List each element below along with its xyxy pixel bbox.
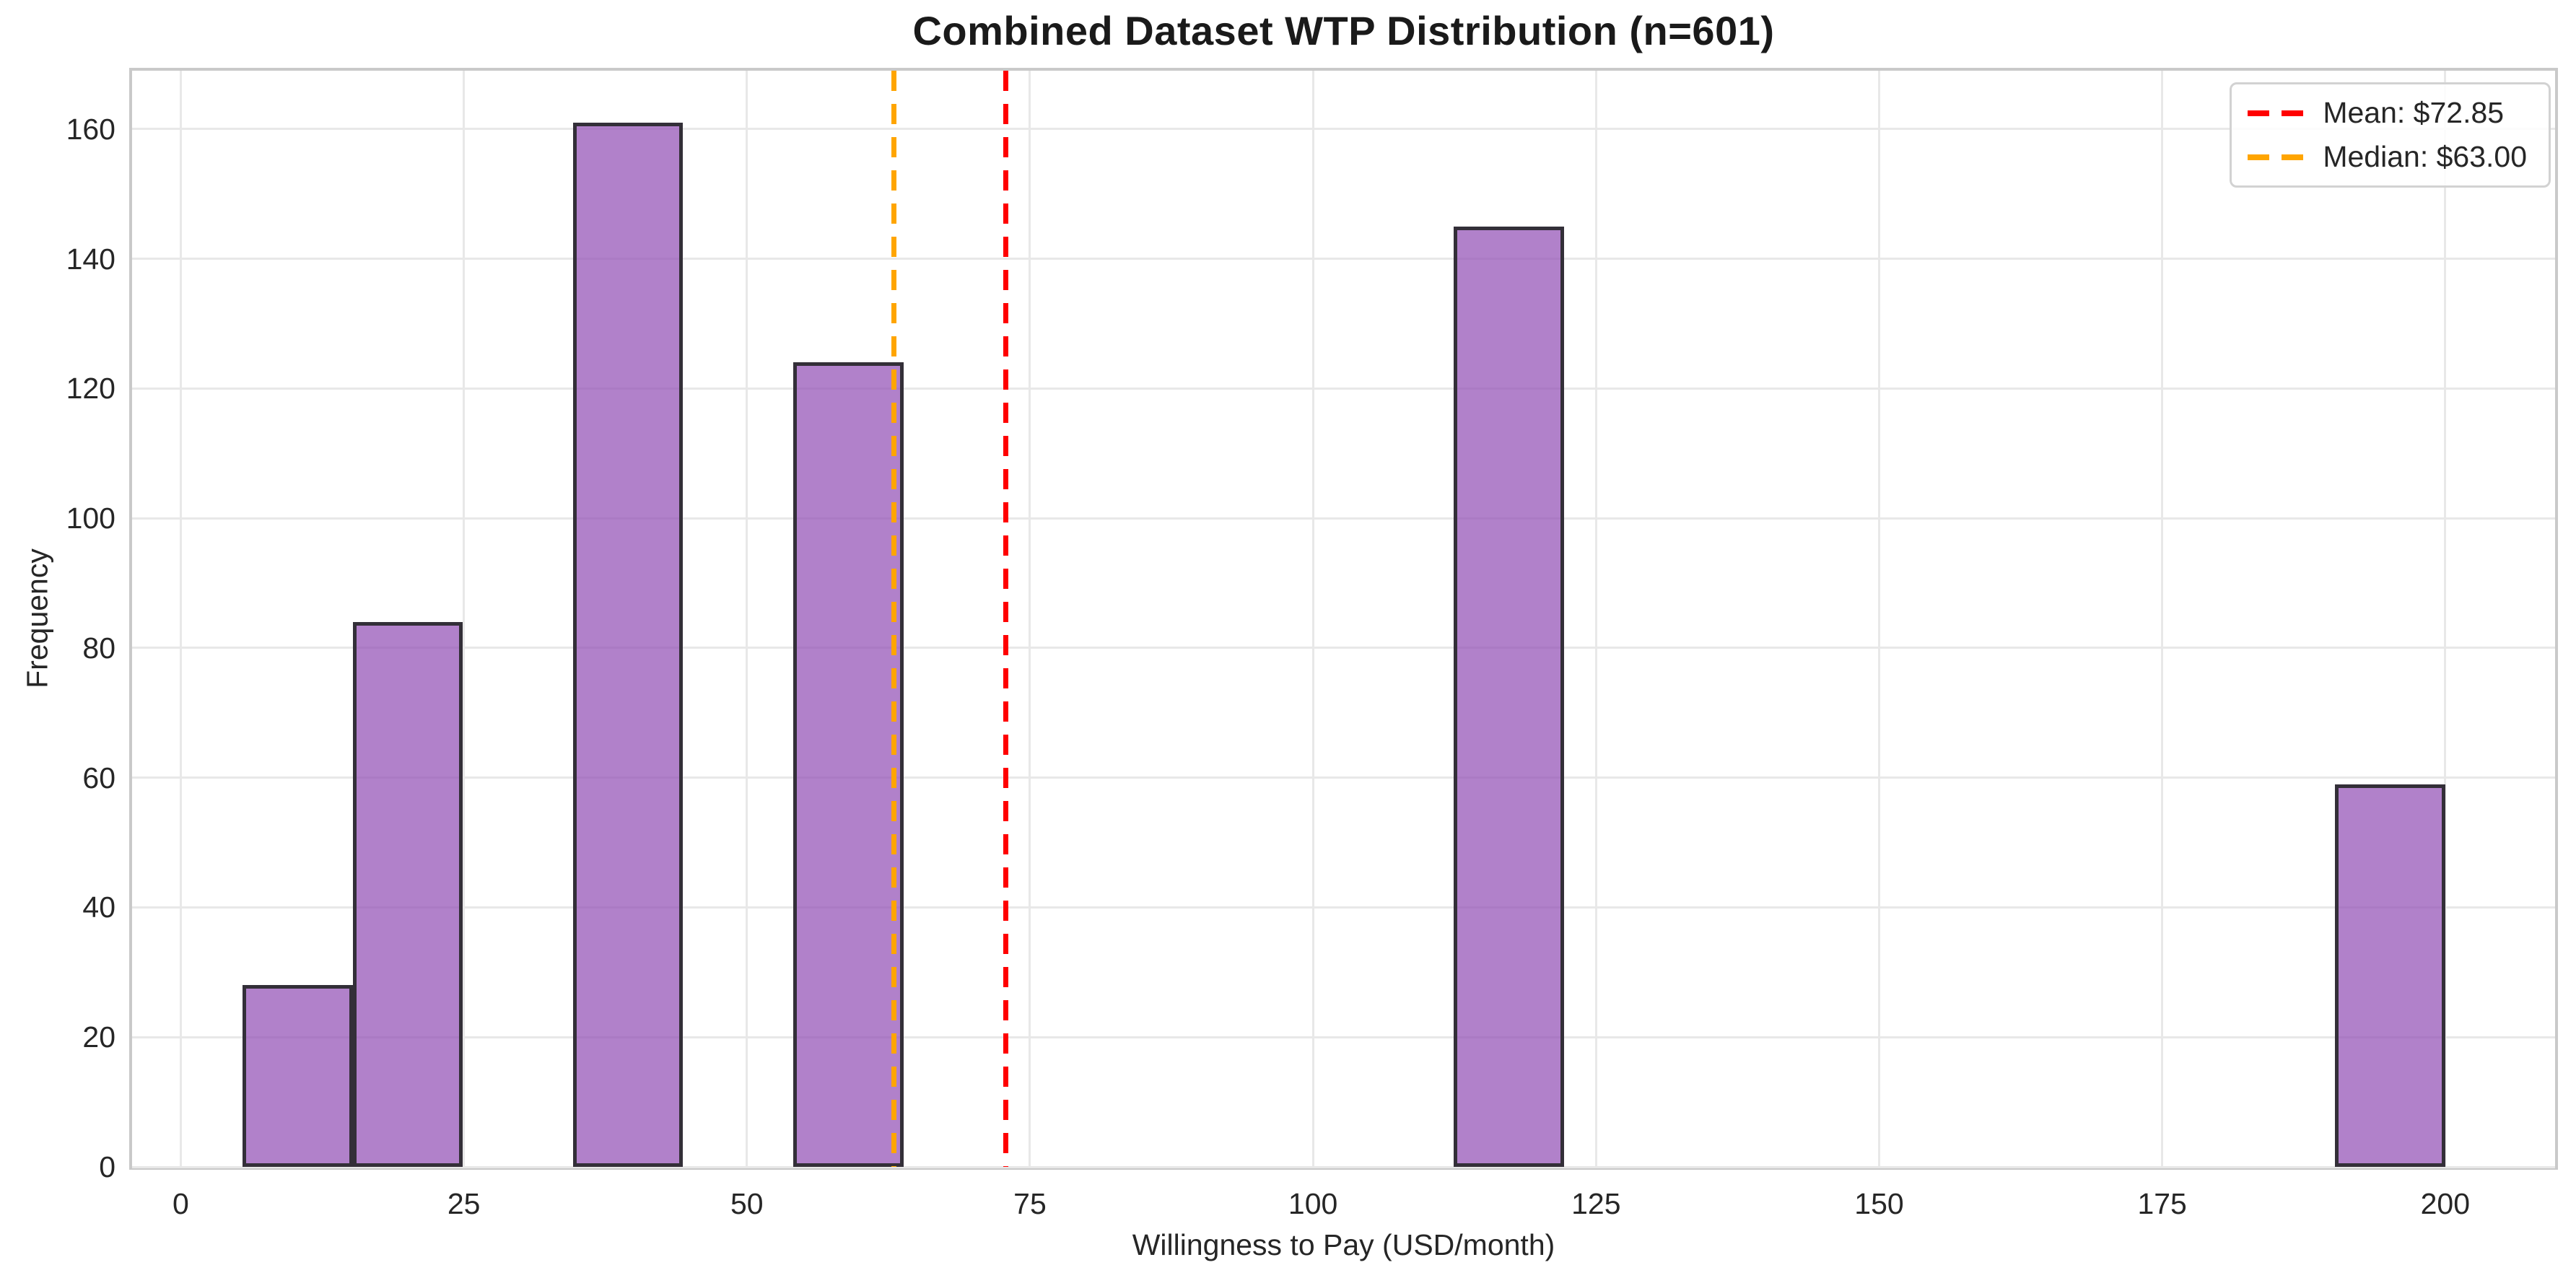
median-dashed-line-swatch: [2248, 154, 2305, 160]
legend-entry-mean: Mean: $72.85: [2248, 96, 2527, 130]
y-tick-label: 140: [66, 242, 115, 276]
x-axis-label: Willingness to Pay (USD/month): [1132, 1228, 1555, 1261]
legend-entry-median: Median: $63.00: [2248, 140, 2527, 174]
x-tick-label: 0: [173, 1187, 189, 1220]
x-gridline: [1594, 71, 1597, 1167]
mean-line: [1003, 71, 1008, 1167]
y-tick-label: 160: [66, 112, 115, 146]
y-gridline: [132, 1165, 2555, 1168]
histogram-bar: [1454, 226, 1565, 1167]
chart-title: Combined Dataset WTP Distribution (n=601…: [912, 8, 1775, 53]
median-line: [891, 71, 897, 1167]
histogram-bar: [2335, 784, 2445, 1167]
mean-dashed-line-swatch: [2248, 110, 2305, 116]
x-gridline: [746, 71, 748, 1167]
y-gridline: [132, 776, 2555, 779]
y-tick-label: 0: [99, 1150, 115, 1183]
x-gridline: [463, 71, 466, 1167]
x-tick-label: 75: [1013, 1187, 1047, 1220]
x-tick-label: 125: [1571, 1187, 1621, 1220]
y-tick-label: 60: [82, 761, 115, 795]
x-tick-label: 25: [447, 1187, 481, 1220]
x-gridline: [1311, 71, 1314, 1167]
y-gridline: [132, 1036, 2555, 1038]
y-tick-label: 100: [66, 502, 115, 535]
y-gridline: [132, 647, 2555, 649]
y-gridline: [132, 387, 2555, 390]
y-tick-label: 80: [82, 631, 115, 665]
y-tick-label: 20: [82, 1020, 115, 1054]
x-tick-label: 175: [2137, 1187, 2187, 1220]
legend-label-median: Median: $63.00: [2323, 140, 2527, 173]
histogram-bar: [572, 122, 684, 1167]
histogram-bar: [352, 621, 463, 1167]
y-gridline: [132, 258, 2555, 261]
x-tick-label: 100: [1288, 1187, 1338, 1220]
y-tick-label: 40: [82, 890, 115, 924]
histogram-bar: [793, 362, 904, 1167]
x-gridline: [2161, 71, 2164, 1167]
x-tick-label: 50: [730, 1187, 764, 1220]
plot-area: Mean: $72.85 Median: $63.00: [129, 68, 2558, 1170]
y-gridline: [132, 128, 2555, 131]
y-axis-label: Frequency: [20, 548, 54, 688]
legend-label-mean: Mean: $72.85: [2323, 96, 2505, 129]
x-gridline: [179, 71, 182, 1167]
y-tick-label: 120: [66, 372, 115, 406]
y-gridline: [132, 517, 2555, 520]
x-gridline: [2444, 71, 2447, 1167]
histogram-bar: [242, 985, 353, 1167]
x-tick-label: 150: [1854, 1187, 1904, 1220]
y-gridline: [132, 906, 2555, 909]
x-gridline: [1029, 71, 1031, 1167]
x-tick-label: 200: [2420, 1187, 2471, 1220]
legend: Mean: $72.85 Median: $63.00: [2230, 82, 2551, 188]
x-gridline: [1877, 71, 1880, 1167]
